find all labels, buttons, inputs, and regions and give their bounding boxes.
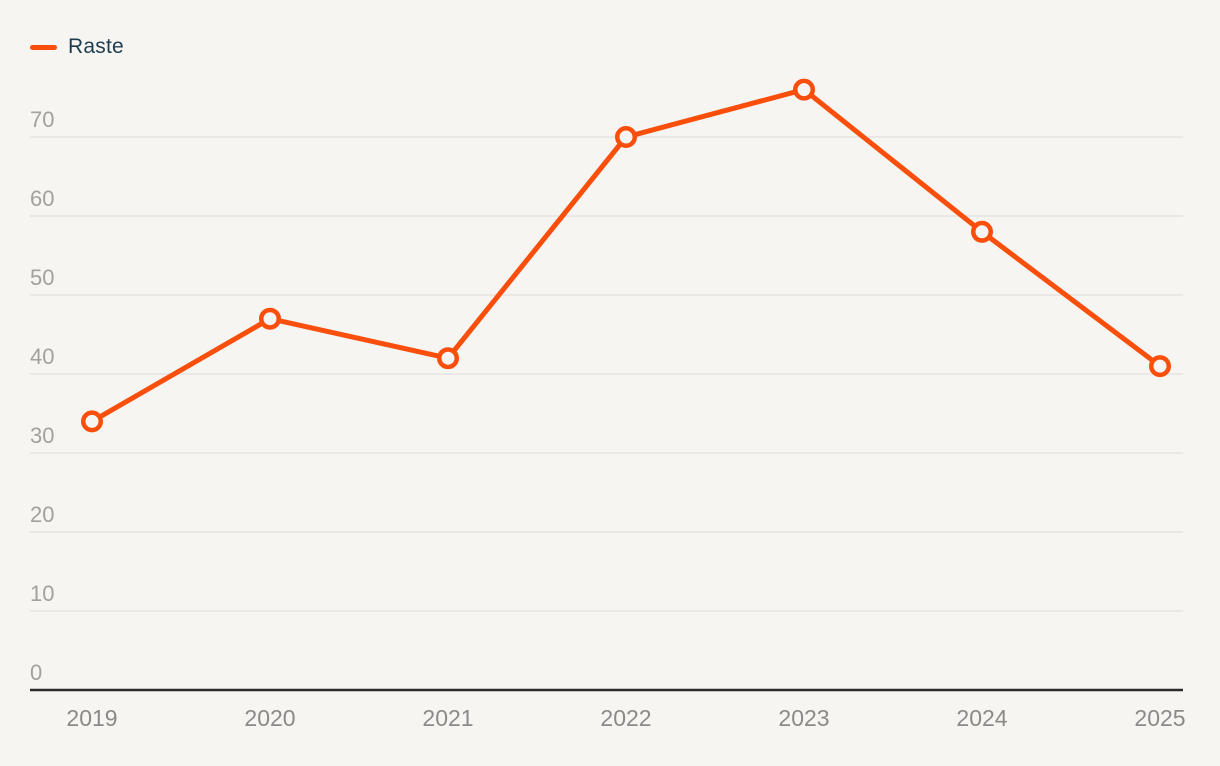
- y-tick-label: 30: [30, 423, 54, 448]
- y-tick-label: 50: [30, 265, 54, 290]
- x-tick-label: 2019: [66, 705, 117, 731]
- data-point-marker[interactable]: [615, 126, 637, 148]
- data-point-marker[interactable]: [971, 220, 993, 243]
- x-tick-label: 2021: [422, 705, 473, 731]
- y-tick-label: 40: [30, 344, 54, 369]
- data-point-marker[interactable]: [1149, 355, 1171, 378]
- x-tick-label: 2023: [778, 705, 829, 731]
- data-point-marker[interactable]: [81, 410, 103, 433]
- y-tick-label: 0: [30, 660, 42, 685]
- y-tick-label: 10: [30, 581, 54, 606]
- chart-legend: Raste: [30, 35, 124, 59]
- data-point-marker[interactable]: [793, 78, 815, 101]
- data-point-marker[interactable]: [259, 307, 281, 330]
- x-tick-label: 2024: [956, 705, 1007, 731]
- legend-label: Raste: [68, 35, 124, 58]
- x-tick-label: 2022: [600, 705, 651, 731]
- y-tick-label: 60: [30, 186, 54, 211]
- y-tick-label: 20: [30, 502, 54, 527]
- x-tick-label: 2020: [244, 705, 295, 731]
- legend-swatch-icon: [30, 44, 57, 50]
- data-point-marker[interactable]: [437, 347, 459, 370]
- x-tick-label: 2025: [1134, 705, 1185, 731]
- y-tick-label: 70: [30, 107, 54, 132]
